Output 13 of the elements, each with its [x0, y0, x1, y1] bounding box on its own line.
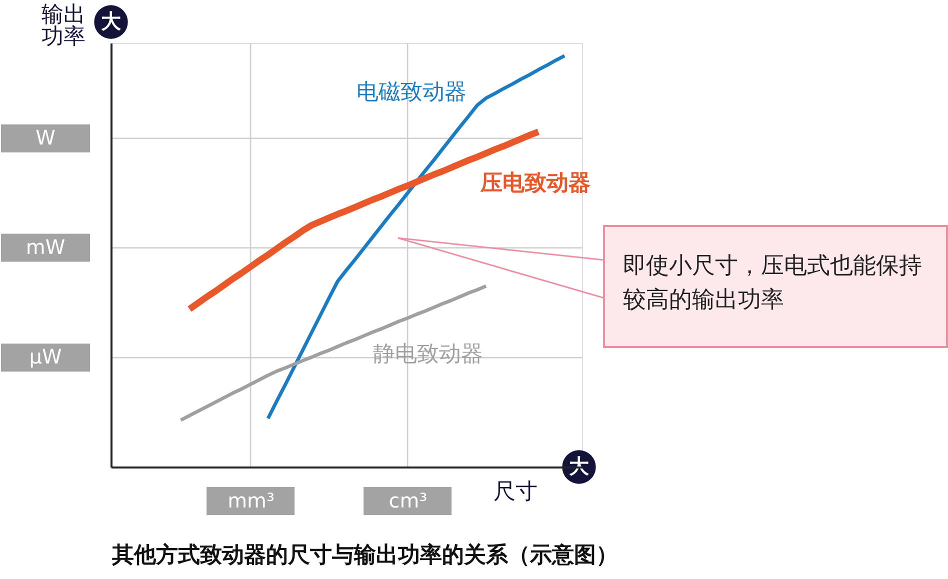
x-tick-label: mm³: [228, 488, 275, 512]
ref-line-label: W: [36, 125, 56, 150]
series-label: 电磁致动器: [356, 80, 466, 106]
ref-line-label: mW: [26, 234, 66, 259]
x-tick-label: cm³: [388, 488, 428, 512]
series-label: 静电致动器: [373, 342, 484, 368]
series-label: 压电致动器: [479, 170, 590, 196]
ref-line-label: μW: [29, 344, 62, 369]
text: 其他方式致动器的尺寸与输出功率的关系（示意图）: [111, 542, 618, 568]
x-axis-title: 尺寸: [494, 480, 538, 504]
text: 大: [101, 9, 122, 33]
text: 即使小尺寸，压电式也能保持较高的输出功率: [623, 253, 922, 313]
y-axis-title: 输出功率: [42, 2, 86, 50]
